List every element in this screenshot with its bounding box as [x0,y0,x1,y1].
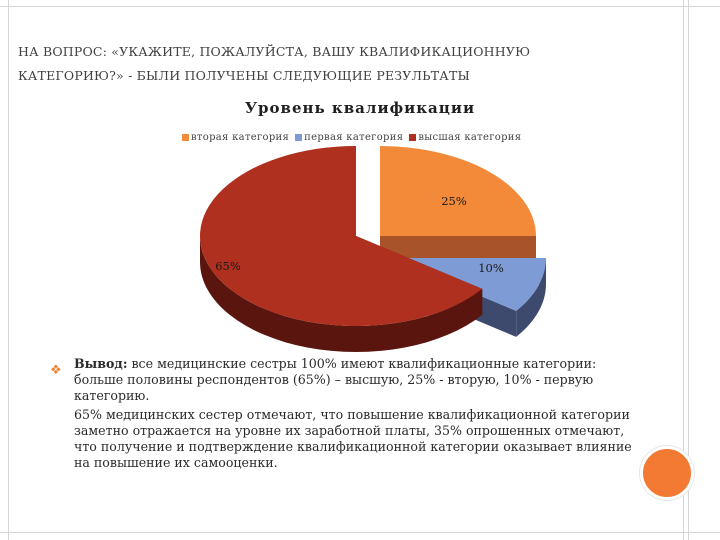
pie-slice-wall-first-category [516,258,546,337]
conclusion-text-2: 65% медицинских сестер отмечают, что пов… [74,406,632,471]
conclusion-lead: Вывод: [74,356,128,371]
pie-slice-side-second-category [380,236,536,262]
data-label-second-category: 25% [441,194,467,208]
legend-swatch-second-category [182,133,189,141]
bottom-border-line [0,532,720,533]
chart-legend: вторая категория первая категория высшая… [182,131,527,143]
legend-label-second-category: вторая категория [191,131,290,143]
conclusion-text: Вывод: все медицинские сестры 100% имеют… [74,356,634,471]
legend-item-highest-category: высшая категория [409,132,521,143]
orange-circle-decoration [640,446,694,500]
slide-title-line-1: На вопрос: «Укажите, пожалуйста, вашу кв… [18,44,531,59]
chart-title: Уровень квалификации [244,99,476,117]
slide-title-line-2: категорию?» - были получены следующие ре… [18,68,470,83]
legend-label-highest-category: высшая категория [418,131,522,143]
bullet-icon: ❖ [50,363,62,378]
right-border-line-inner [683,0,684,540]
top-border-line [0,6,720,7]
right-border-line-outer [688,0,689,540]
conclusion-text-1: все медицинские сестры 100% имеют квалиф… [74,356,597,404]
pie-slice-second-category [380,146,536,262]
legend-item-first-category: первая категория [295,132,403,143]
left-border-line [8,0,9,540]
pie-slice-wall-highest-category [200,236,483,352]
legend-swatch-highest-category [409,133,417,141]
data-label-first-category: 10% [478,261,504,275]
legend-swatch-first-category [295,133,303,141]
legend-label-first-category: первая категория [304,131,404,143]
legend-item-second-category: вторая категория [182,132,289,143]
pie-slice-top-highest-category [200,146,483,326]
slide-title: На вопрос: «Укажите, пожалуйста, вашу кв… [18,40,638,88]
data-label-highest-category: 65% [215,259,241,273]
pie-slice-top-second-category [380,146,536,236]
pie-slice-highest-category [200,146,483,352]
